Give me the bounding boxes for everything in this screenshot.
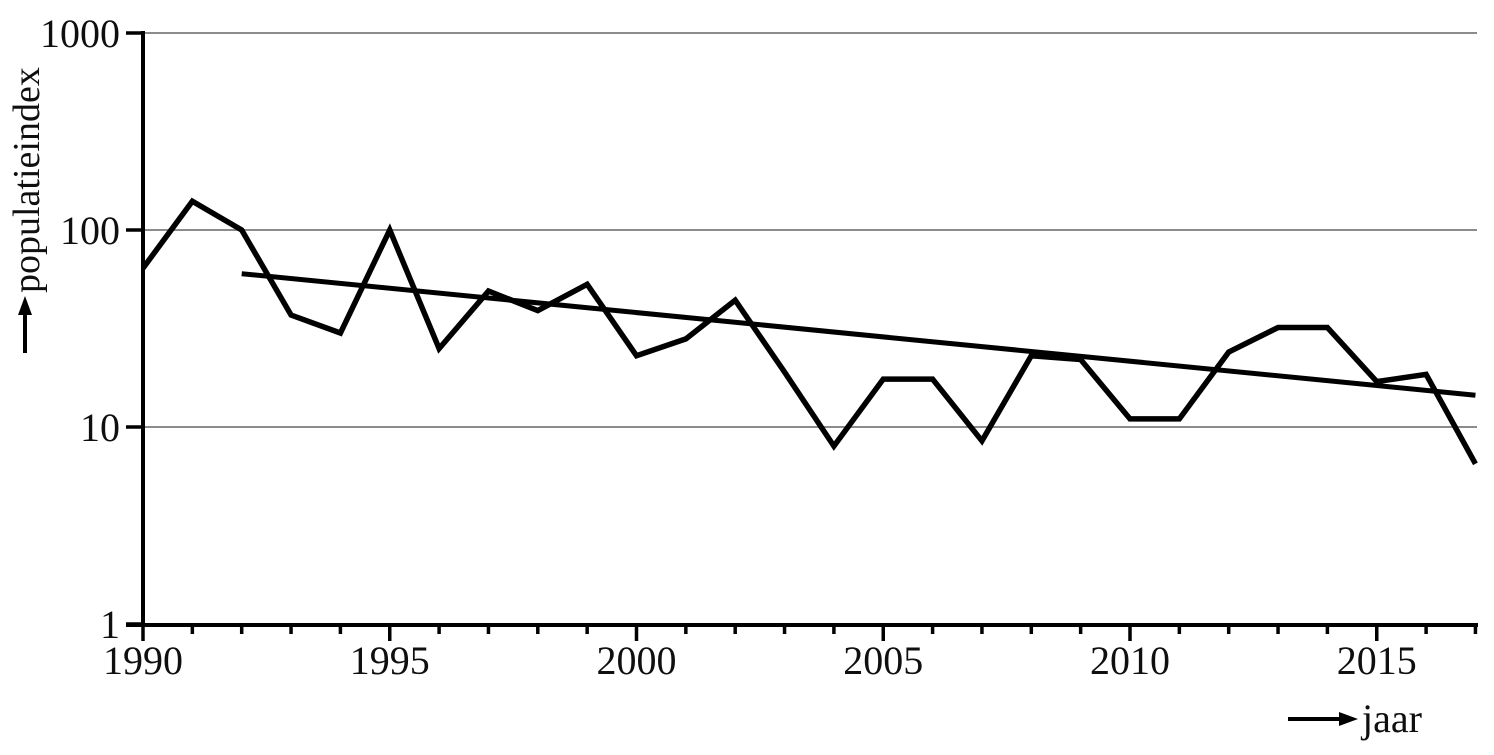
trend-line	[241, 271, 1476, 398]
x-tick-label: 1995	[350, 638, 430, 683]
y-axis-title: populatieindex	[6, 67, 48, 293]
x-tick-label: 2005	[843, 638, 923, 683]
x-tick-label: 2015	[1337, 638, 1417, 683]
y-axis-up-arrow-icon	[18, 296, 32, 353]
y-tick-label: 10	[80, 405, 120, 450]
x-axis-title: jaar	[1362, 696, 1422, 741]
x-axis-right-arrow-icon	[1288, 712, 1358, 726]
y-tick-label: 1000	[40, 11, 120, 56]
x-tick-label: 2010	[1090, 638, 1170, 683]
y-tick-label: 1	[100, 602, 120, 647]
x-tick-label: 2000	[597, 638, 677, 683]
data-series-line	[140, 197, 1478, 466]
y-tick-label: 100	[60, 208, 120, 253]
x-tick-label: 1990	[103, 638, 183, 683]
